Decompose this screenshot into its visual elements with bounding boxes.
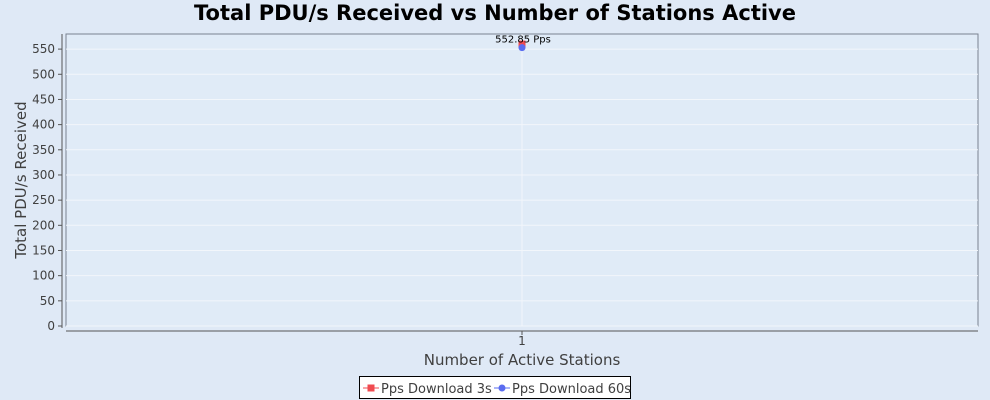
y-tick-label: 550: [32, 42, 55, 56]
legend-marker: [498, 384, 506, 392]
x-tick-label: 1: [518, 334, 526, 348]
y-tick-label: 250: [32, 193, 55, 207]
y-tick-label: 150: [32, 243, 55, 257]
data-point: [518, 44, 526, 52]
x-axis-ticks: 1: [518, 331, 526, 348]
series-layer: [518, 40, 526, 52]
annotation-layer: 552.85 Pps: [495, 35, 551, 46]
legend-item: Pps Download 3s: [363, 382, 492, 397]
legend-marker: [367, 384, 375, 392]
chart-title: Total PDU/s Received vs Number of Statio…: [194, 1, 796, 25]
data-point: [518, 40, 526, 48]
y-tick-label: 50: [40, 294, 55, 308]
y-tick-label: 500: [32, 67, 55, 81]
y-tick-label: 350: [32, 143, 55, 157]
y-axis-ticks: 0 50 100 150 200 250 300 350 400 450 500 550: [32, 42, 62, 333]
legend-item: Pps Download 60s: [494, 382, 631, 397]
series-pps-download-60s: [518, 44, 526, 52]
y-tick-label: 450: [32, 92, 55, 106]
legend-label: Pps Download 60s: [512, 382, 631, 397]
legend-label: Pps Download 3s: [381, 382, 492, 397]
legend: Pps Download 3s Pps Download 60s: [359, 376, 631, 399]
y-tick-label: 400: [32, 118, 55, 132]
y-tick-label: 300: [32, 168, 55, 182]
series-pps-download-3s: [518, 40, 526, 48]
x-axis-label: Number of Active Stations: [424, 351, 621, 369]
y-tick-label: 100: [32, 269, 55, 283]
y-tick-label: 200: [32, 218, 55, 232]
data-label: 552.85 Pps: [495, 35, 551, 46]
gridlines: [66, 34, 978, 327]
y-tick-label: 0: [47, 319, 55, 333]
y-axis-label: Total PDU/s Received: [12, 101, 30, 259]
